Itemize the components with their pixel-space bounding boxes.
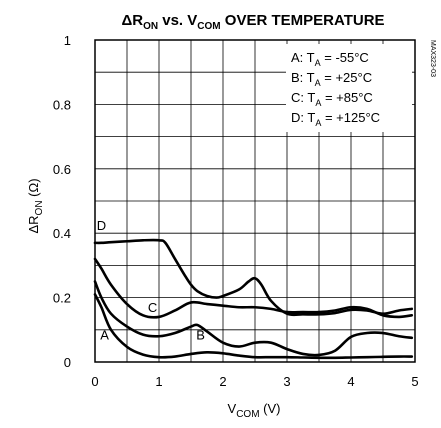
y-tick-label: 0.2 [53,291,71,306]
legend-entries: A: TA = -55°CB: TA = +25°CC: TA = +85°CD… [291,50,380,128]
y-tick-label: 0.6 [53,162,71,177]
y-tick-label: 1 [64,33,71,48]
y-axis-label: ΔRON (Ω) [26,178,45,233]
x-tick-labels: 0 1 2 3 4 5 [91,374,418,389]
legend-key: B: T [291,70,315,85]
y-axis-label-sub: ON [34,200,45,215]
chart-title-pre: ΔR [121,12,143,29]
x-axis-label: VCOM (V) [228,401,281,420]
curve-label-c: C [148,300,157,315]
chart-title-sub2: COM [197,21,220,32]
x-axis-label-main: V [228,401,237,416]
chart-title-post: OVER TEMPERATURE [221,12,385,29]
legend-subscript: A [315,98,321,108]
x-axis-label-post: (V) [260,401,281,416]
legend-value: = -55°C [321,50,369,65]
legend-key: A: T [291,50,315,65]
y-tick-labels: 0 0.2 0.4 0.6 0.8 1 [53,33,71,370]
side-code: MAX323-03 [429,40,436,77]
plot-frame [94,39,416,363]
curve-labels: A B C D [97,218,205,342]
legend-value: = +25°C [321,70,372,85]
legend: A: TA = -55°CB: TA = +25°CC: TA = +85°CD… [286,44,412,132]
x-tick-label: 3 [283,374,290,389]
x-tick-label: 1 [155,374,162,389]
legend-value: = +85°C [321,90,372,105]
x-tick-label: 5 [411,374,418,389]
x-axis-label-sub: COM [236,409,259,420]
curve-label-d: D [97,218,106,233]
legend-entry-d: D: TA = +125°C [291,110,380,128]
x-tick-label: 4 [347,374,354,389]
legend-subscript: A [315,78,321,88]
legend-entry-b: B: TA = +25°C [291,70,372,88]
series-line-c [93,257,414,319]
legend-value: = +125°C [321,110,380,125]
x-tick-label: 2 [219,374,226,389]
series-line-a [93,293,414,360]
y-tick-label: 0.4 [53,226,71,241]
legend-entry-a: A: TA = -55°C [291,50,369,68]
y-tick-label: 0.8 [53,97,71,112]
y-tick-label: 0 [64,355,71,370]
series-group [93,238,414,360]
chart-title-mid: vs. V [158,12,197,29]
curve-label-a: A [100,327,109,342]
y-axis-label-post: (Ω) [26,178,41,200]
series-line-d [93,238,414,317]
chart-title-sub1: ON [143,21,158,32]
chart-title: ΔRON vs. VCOM OVER TEMPERATURE [121,12,384,32]
series-line-b [93,280,414,357]
curve-label-b: B [196,327,205,342]
legend-entry-c: C: TA = +85°C [291,90,373,108]
legend-key: D: T [291,110,315,125]
x-tick-label: 0 [91,374,98,389]
legend-key: C: T [291,90,315,105]
legend-box [286,44,412,132]
legend-subscript: A [315,118,321,128]
legend-subscript: A [315,58,321,68]
y-axis-label-main: ΔR [26,215,41,233]
